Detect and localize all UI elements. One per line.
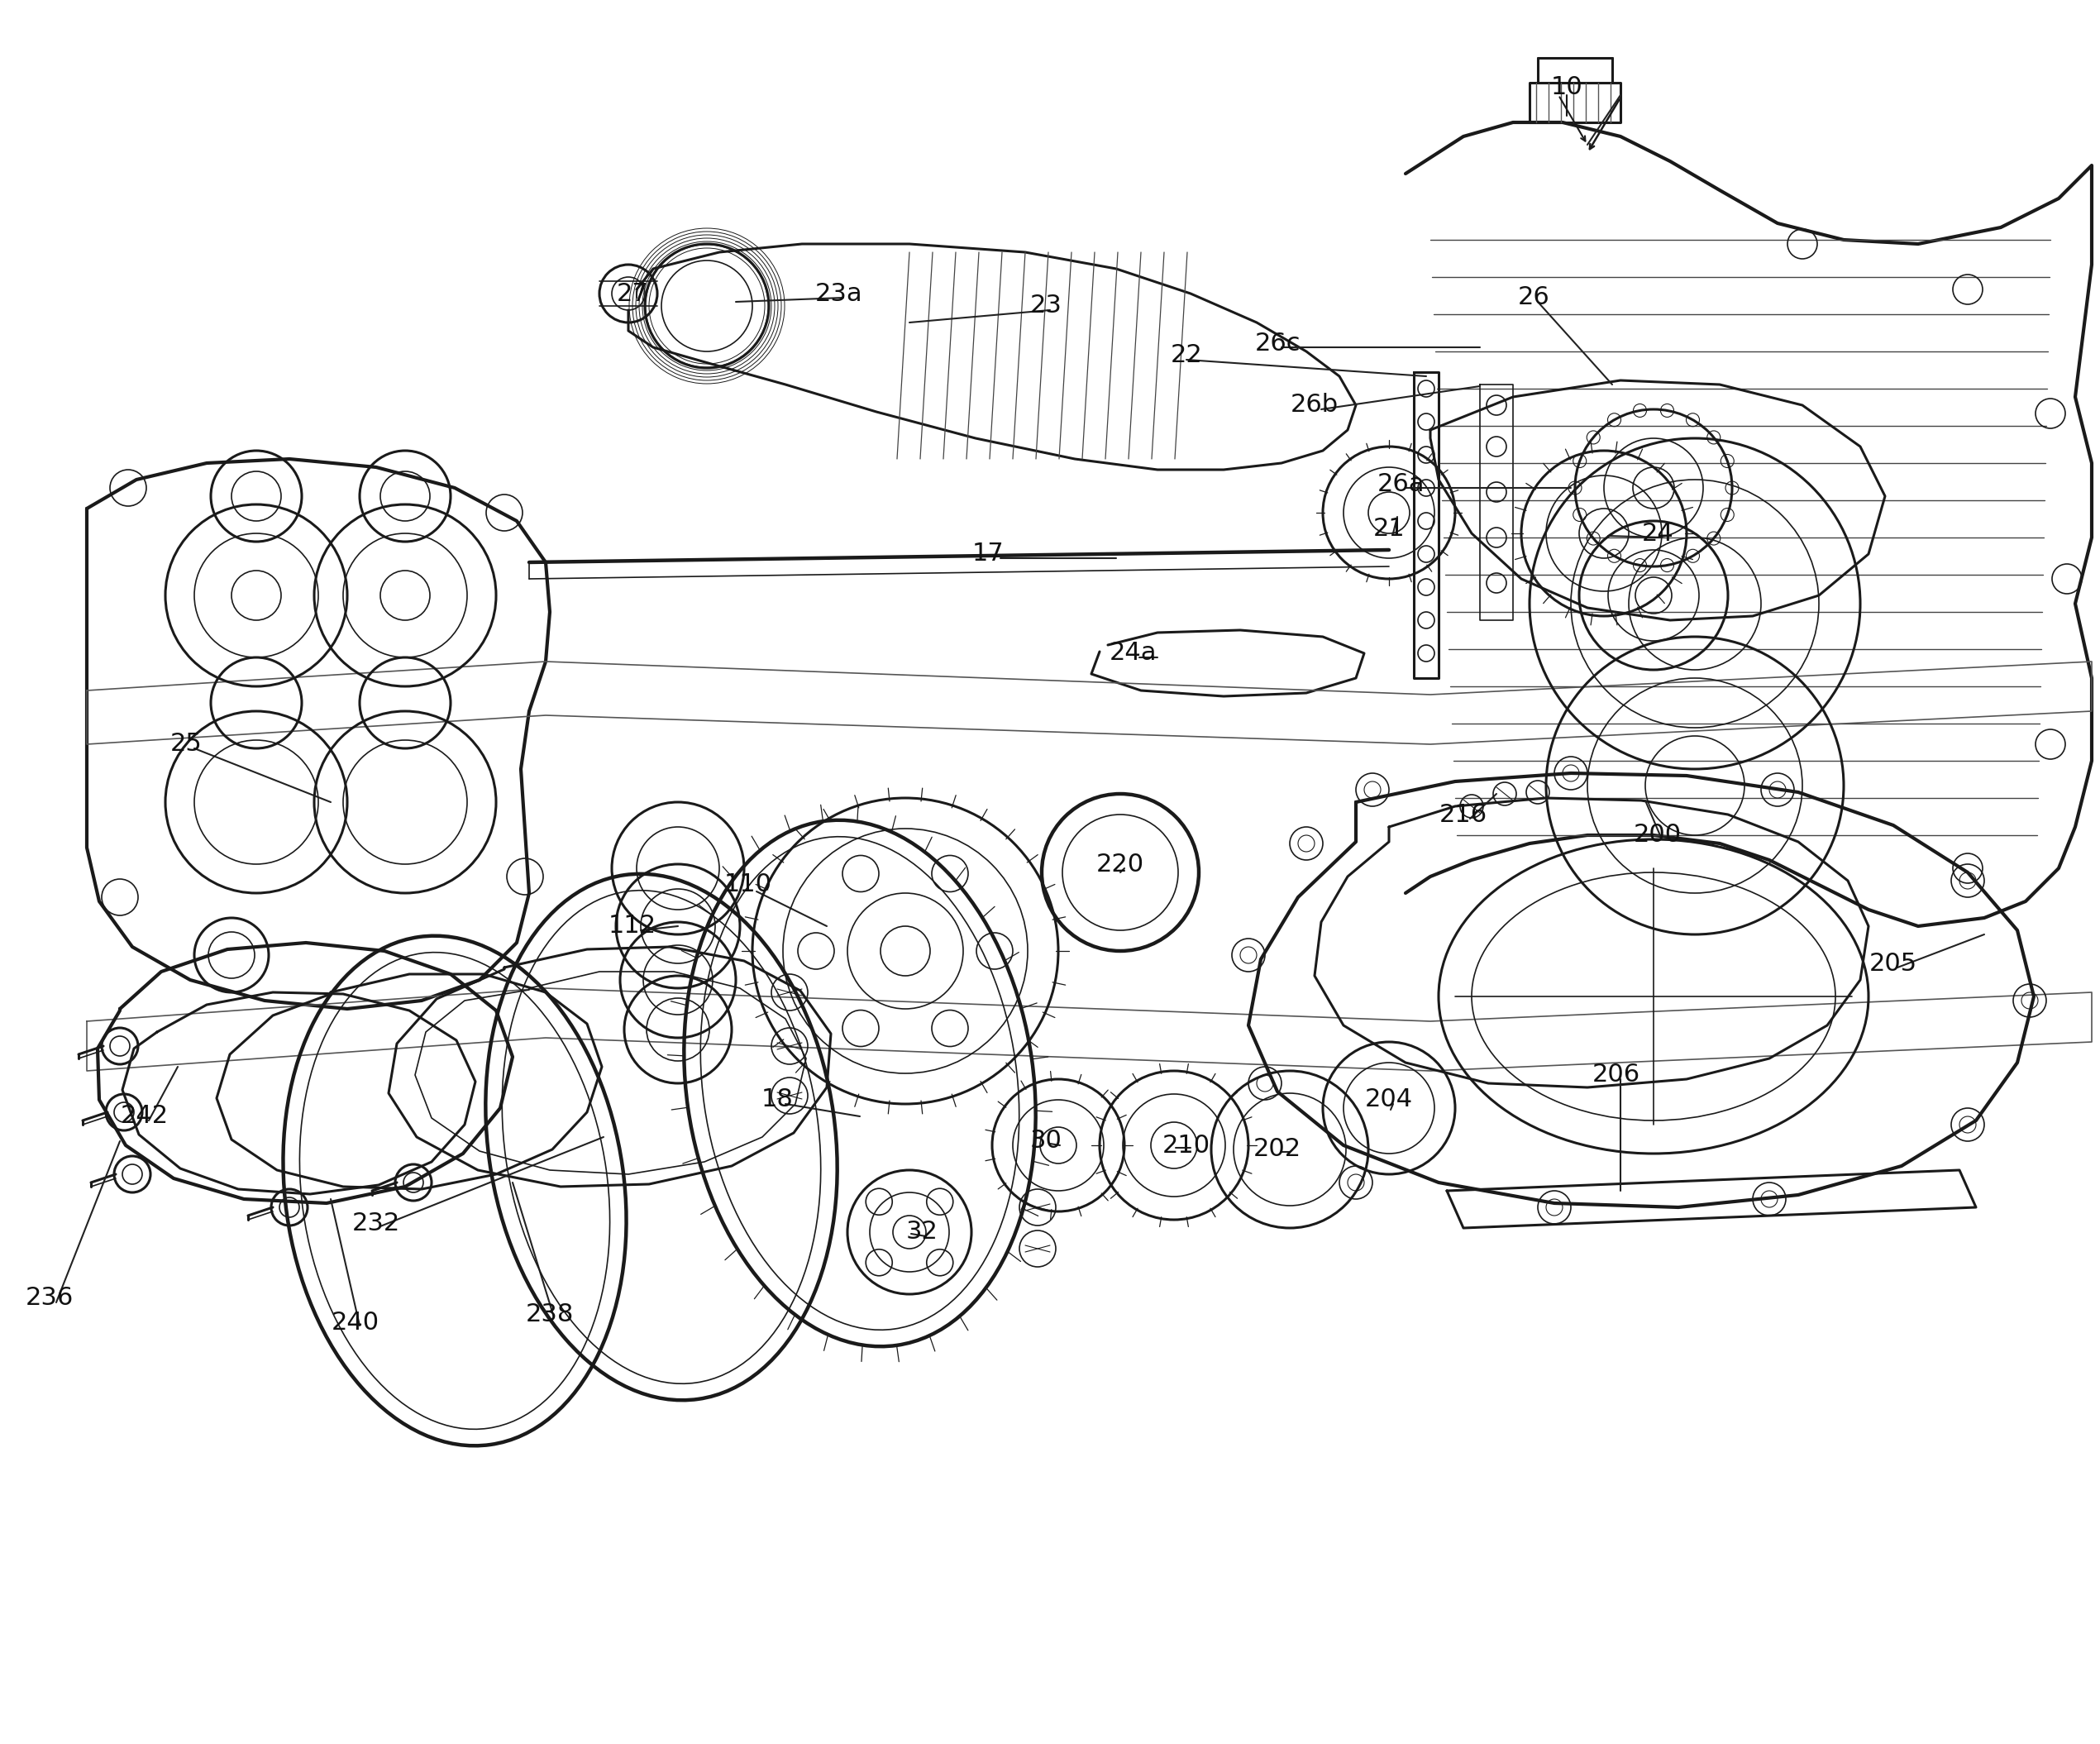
Text: 238: 238: [525, 1303, 573, 1327]
Text: 22: 22: [1170, 344, 1203, 368]
Text: 26: 26: [1518, 286, 1550, 310]
Text: 216: 216: [1438, 802, 1487, 827]
Text: 25: 25: [170, 732, 202, 757]
Text: 18: 18: [760, 1088, 794, 1113]
Text: 30: 30: [1029, 1128, 1063, 1153]
Text: 23a: 23a: [815, 281, 863, 305]
Text: 206: 206: [1592, 1064, 1640, 1087]
Text: 240: 240: [332, 1311, 380, 1336]
Text: 27: 27: [617, 281, 649, 305]
Text: 17: 17: [972, 542, 1004, 567]
Text: 232: 232: [353, 1212, 401, 1236]
Text: 26a: 26a: [1378, 473, 1426, 495]
Text: 21: 21: [1373, 518, 1405, 541]
Text: 26c: 26c: [1254, 331, 1300, 356]
Text: 205: 205: [1869, 952, 1917, 975]
Text: 202: 202: [1254, 1137, 1302, 1162]
Text: 236: 236: [25, 1287, 74, 1310]
Text: 204: 204: [1365, 1088, 1413, 1113]
Text: 10: 10: [1550, 75, 1583, 99]
Text: 112: 112: [609, 914, 657, 938]
Text: 210: 210: [1163, 1134, 1210, 1158]
Text: 242: 242: [120, 1104, 168, 1128]
Text: 24: 24: [1642, 521, 1674, 546]
Text: 24a: 24a: [1109, 642, 1157, 664]
Text: 32: 32: [905, 1221, 939, 1243]
Text: 200: 200: [1634, 823, 1682, 848]
Text: 110: 110: [724, 872, 773, 896]
Text: 26b: 26b: [1291, 392, 1338, 417]
Text: 23: 23: [1029, 295, 1063, 317]
Text: 220: 220: [1096, 853, 1145, 875]
